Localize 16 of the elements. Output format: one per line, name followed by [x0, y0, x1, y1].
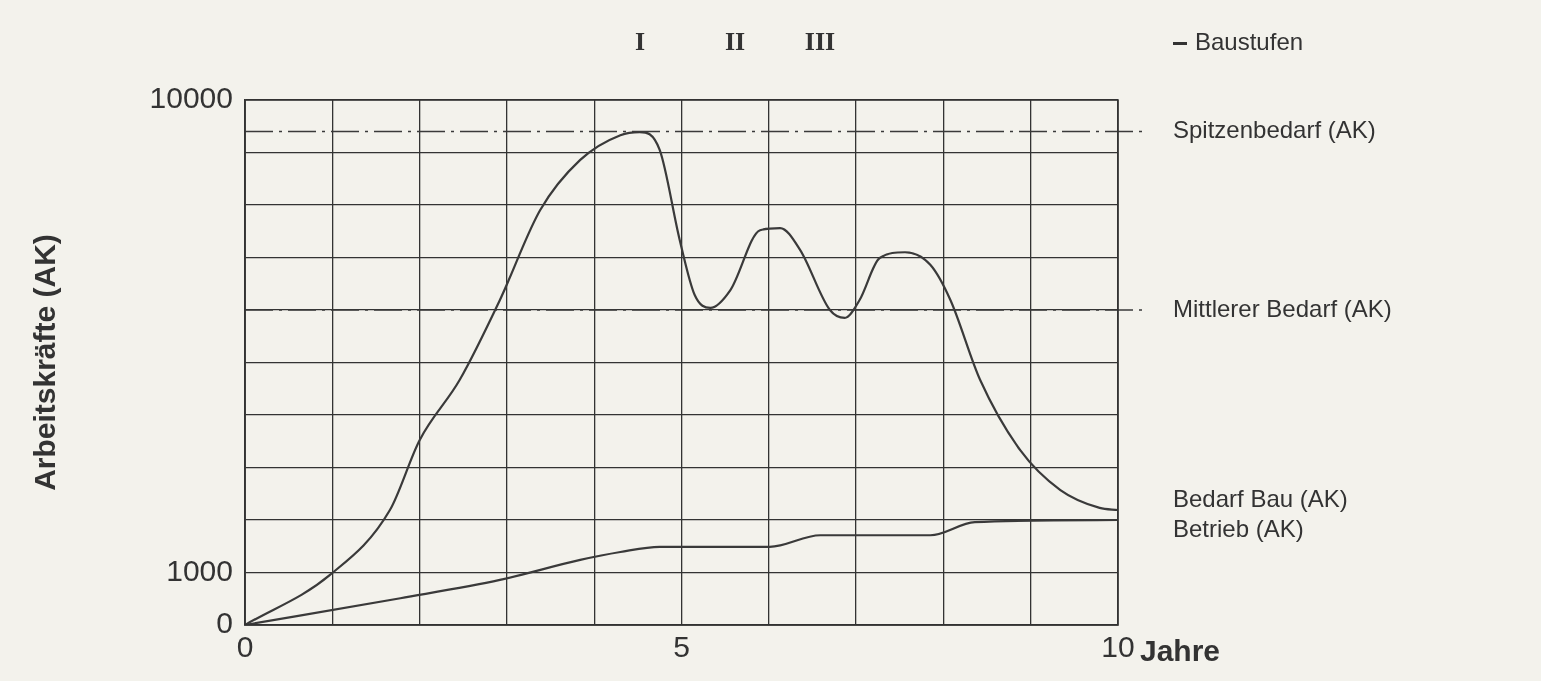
y-axis-title: Arbeitskräfte (AK) [28, 234, 62, 491]
y-tick-label: 0 [216, 606, 233, 640]
text: Baustufen [1195, 27, 1304, 55]
x-tick-label: 10 [1101, 630, 1135, 664]
text: II [724, 26, 746, 56]
ref-line-label: Spitzenbedarf (AK) [1173, 116, 1376, 144]
y-tick-label: 10000 [149, 81, 233, 115]
text: Betrieb (AK) [1173, 514, 1304, 542]
ref-line-label: Mittlerer Bedarf (AK) [1173, 294, 1392, 322]
x-axis-title: Jahre [1140, 634, 1221, 668]
y-tick-label: 1000 [166, 553, 233, 587]
x-tick-label: 5 [673, 630, 690, 664]
text: I [634, 26, 646, 56]
text: Bedarf Bau (AK) [1173, 484, 1348, 512]
text: III [804, 26, 836, 56]
x-tick-label: 0 [236, 630, 254, 664]
